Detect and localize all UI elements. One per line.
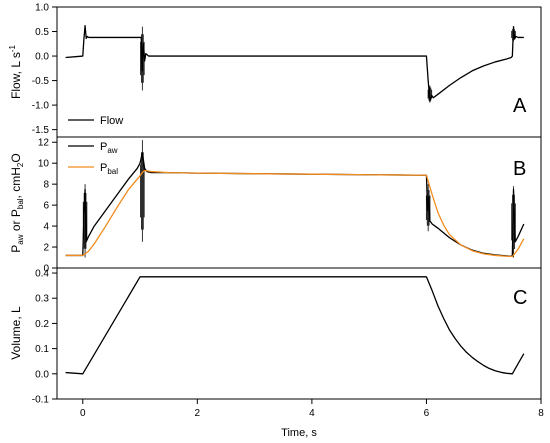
y-tick-label: 0.2: [35, 319, 49, 330]
legend-pbal-label: Pbal: [100, 162, 118, 176]
y-tick-label: 8: [43, 180, 49, 191]
panel-a-yticks: 1.0 0.5 0.0 -0.5 -1.0 -1.5: [32, 3, 57, 136]
series-line-volume: [65, 276, 525, 375]
y-tick-label: -1.5: [32, 125, 50, 136]
y-tick-label: 10: [38, 159, 50, 170]
y-tick-label: 6: [43, 201, 49, 212]
panel-b-ylabel: Paw or Pbal, cmH2O: [9, 153, 25, 252]
legend-pbal-p: P: [100, 162, 107, 174]
legend-paw-label: Paw: [100, 141, 118, 155]
panel-a-ylabel-main: Flow, L s: [9, 52, 23, 99]
x-tick-label: 4: [309, 408, 315, 419]
panel-c-frame: [56, 267, 542, 400]
panel-c-ylabel: Volume, L: [9, 306, 23, 360]
panel-b-ylabel-sub1: aw: [16, 234, 25, 244]
y-tick-label: 0.5: [35, 27, 49, 38]
x-tick-label: 2: [195, 408, 201, 419]
panel-b-ylabel-mid: or P: [9, 209, 23, 234]
y-tick-label: 0: [43, 264, 49, 275]
x-tick-label: 8: [538, 408, 544, 419]
y-tick-label: 2: [43, 243, 49, 254]
x-axis-label: Time, s: [281, 427, 317, 439]
y-tick-label: 0.3: [35, 294, 49, 305]
panel-c-letter: C: [513, 287, 527, 309]
y-tick-label: 0.4: [35, 269, 49, 280]
panel-a-letter: A: [513, 95, 527, 117]
panel-b-ylabel-sub2: bal: [16, 198, 25, 209]
panel-b-yticks: 0 2 4 6 8 10 12: [38, 138, 57, 275]
panel-c-plot: [65, 276, 525, 375]
panel-a-ylabel: Flow, L s-1: [8, 44, 23, 99]
legend-paw-sub: aw: [107, 146, 117, 155]
y-tick-label: -0.5: [32, 76, 50, 87]
panel-b-ylabel-end: O: [9, 153, 23, 162]
series-line-flow: [65, 24, 524, 102]
y-tick-label: 0.1: [35, 344, 49, 355]
panel-c-yticks: 0.4 0.3 0.2 0.1 0.0 -0.1: [32, 269, 57, 406]
y-tick-label: 0.0: [35, 369, 49, 380]
panel-a-plot: [65, 24, 524, 103]
legend-pbal-sub: bal: [107, 167, 118, 176]
panel-a: 1.0 0.5 0.0 -0.5 -1.0 -1.5 Flow, L s-1 A Flow: [8, 3, 542, 138]
x-tick-label: 0: [80, 408, 86, 419]
y-tick-label: 12: [38, 138, 50, 149]
series-line-pbal: [65, 169, 525, 258]
y-tick-label: 0.0: [35, 52, 49, 63]
panel-b-ylabel-p1: P: [9, 245, 23, 253]
panel-b-ylabel-sub3: 2: [16, 162, 25, 167]
panel-a-legend: Flow: [68, 115, 123, 127]
y-tick-label: 4: [43, 222, 49, 233]
panel-b-legend: Paw Pbal: [68, 141, 118, 176]
x-tick-label: 6: [424, 408, 430, 419]
panel-b-plot: [65, 140, 525, 258]
y-tick-label: -0.1: [32, 395, 50, 406]
legend-flow-label: Flow: [100, 115, 123, 127]
legend-paw-p: P: [100, 141, 107, 153]
y-tick-label: 1.0: [35, 3, 49, 14]
panel-a-frame: [56, 6, 542, 138]
series-line-paw: [65, 152, 525, 257]
x-axis: 0 2 4 6 8: [80, 399, 544, 419]
panel-b-ylabel-tail: , cmH: [9, 167, 23, 198]
panel-a-ylabel-sup: -1: [8, 44, 17, 52]
y-tick-label: -1.0: [32, 101, 50, 112]
panel-b-letter: B: [513, 158, 526, 180]
panel-c: 0.4 0.3 0.2 0.1 0.0 -0.1 Volume, L C: [9, 267, 542, 406]
